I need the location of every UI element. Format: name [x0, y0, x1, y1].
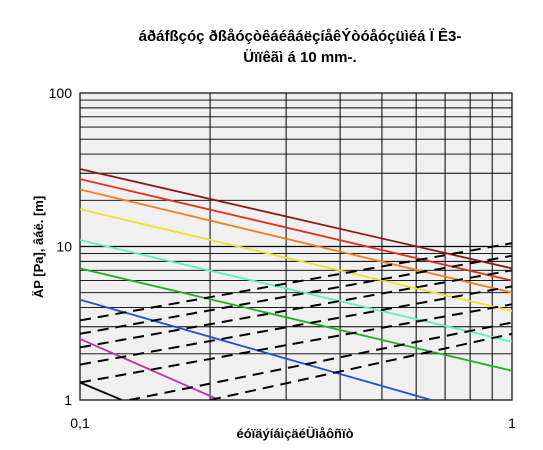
x-axis-label: éóïäýíáìçäéÜìåôñïò: [236, 426, 353, 441]
solid-series-3: [80, 188, 512, 294]
x-tick-label: 0,1: [70, 415, 90, 431]
plot-border: [79, 92, 513, 401]
chart-title-line-2: Üïïêãì á 10 mm-.: [243, 49, 357, 66]
solid-series-9: [80, 381, 123, 400]
solid-series-7: [80, 298, 432, 400]
dashed-series-11: [80, 254, 512, 335]
dashed-series-12: [80, 269, 512, 349]
y-tick-label: 100: [49, 85, 73, 101]
tick-labels: 1 10 100 0,1 1: [49, 85, 516, 431]
grid: [79, 92, 513, 401]
dashed-series-10: [80, 242, 512, 322]
series-group: [80, 168, 512, 400]
solid-series-2: [80, 178, 512, 282]
solid-series-6: [80, 267, 512, 372]
solid-series-5: [80, 239, 512, 343]
x-tick-label: 1: [508, 415, 516, 431]
dashed-series-15: [129, 321, 512, 400]
solid-series-1: [80, 168, 512, 270]
dashed-series-13: [80, 285, 512, 366]
dashed-series-16: [209, 332, 512, 400]
solid-series-4: [80, 208, 512, 312]
y-tick-label: 1: [64, 392, 72, 408]
solid-series-8: [80, 338, 220, 400]
dashed-series-14: [80, 303, 512, 384]
chart-title-line-1: áðáfßçóç ðßåóçòêáéâáëçíåêÝòóåóçüìéá Ï Ê3…: [138, 28, 462, 45]
y-tick-label: 10: [56, 239, 72, 255]
y-axis-label: ÄP [Pa], âáë. [m]: [31, 196, 46, 298]
